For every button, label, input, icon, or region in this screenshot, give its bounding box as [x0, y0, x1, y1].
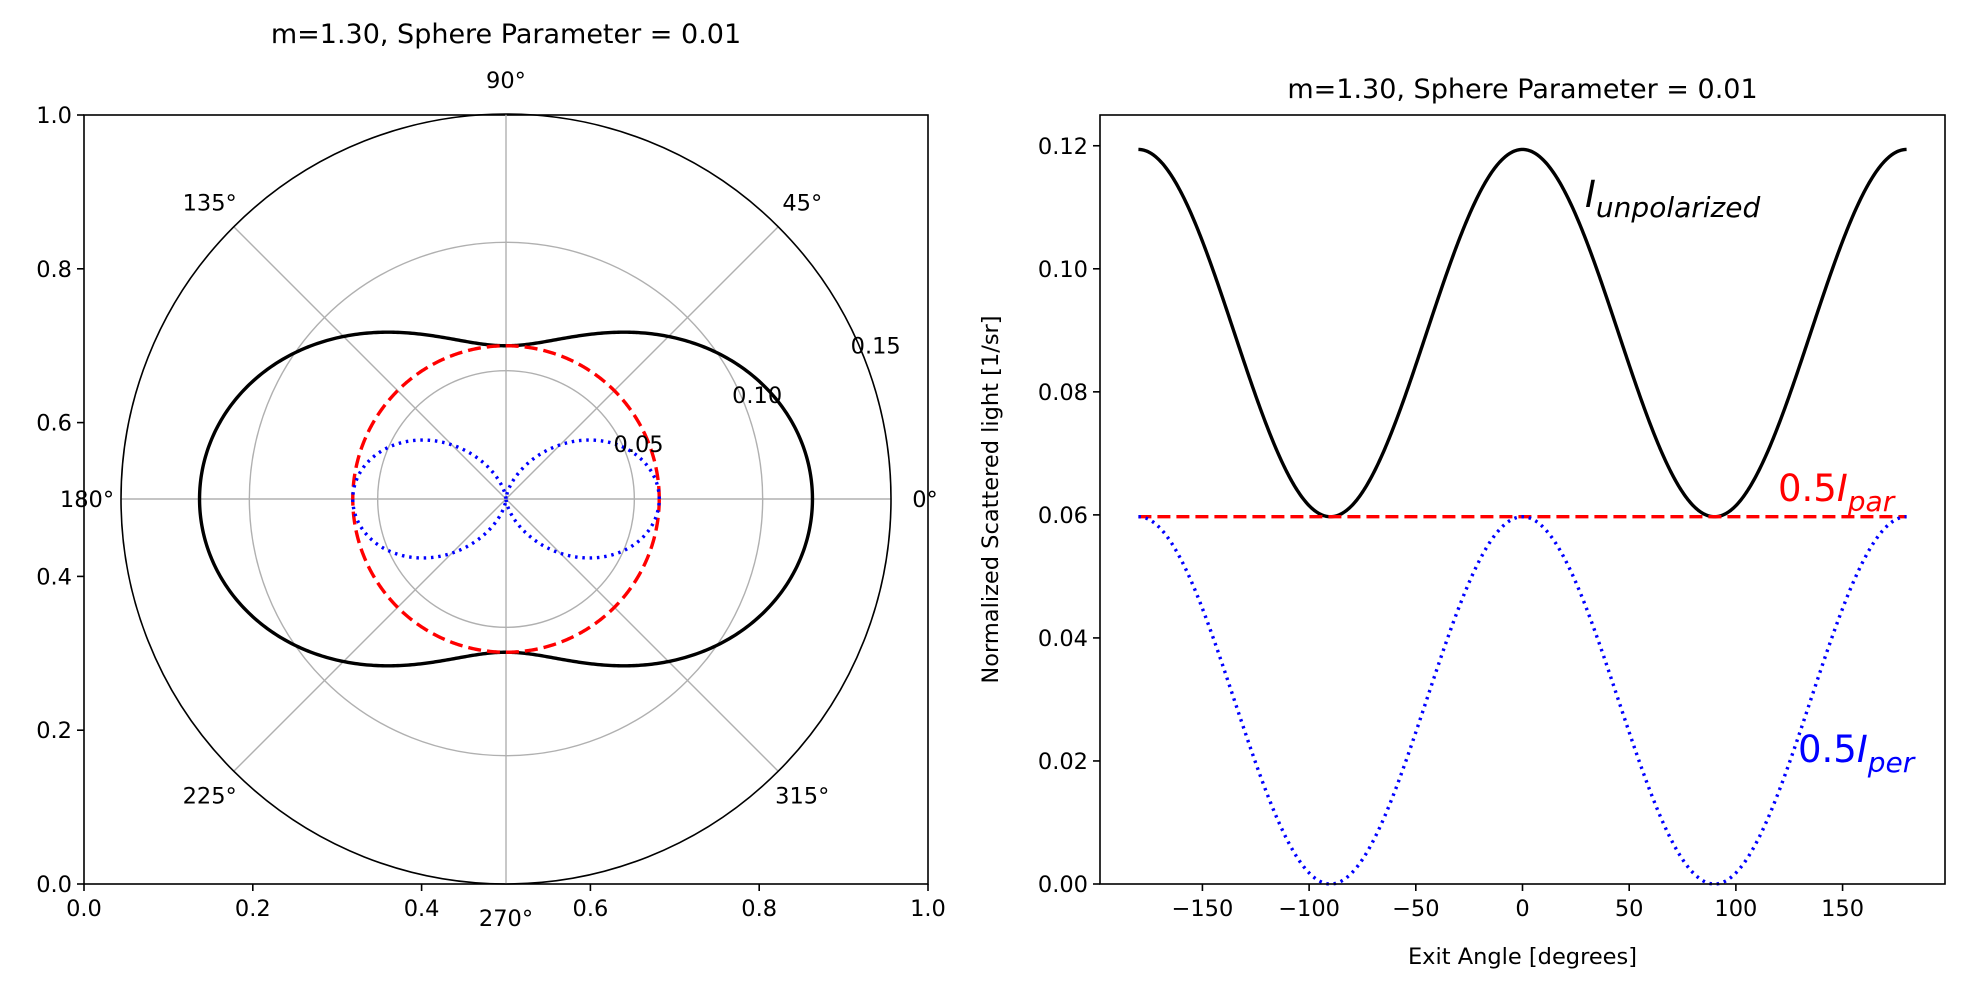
frame-y-tick-label: 0.4 — [36, 564, 72, 590]
polar-chart: m=1.30, Sphere Parameter = 0.01 0.0 0.2 0.… — [36, 19, 946, 932]
angle-tick-label: 135° — [183, 191, 237, 217]
x-tick-label: −100 — [1278, 896, 1340, 922]
polar-series — [197, 330, 815, 668]
angular-grid-line — [505, 226, 779, 500]
angle-tick-label: 225° — [183, 783, 237, 809]
y-tick-label: 0.02 — [1038, 749, 1088, 775]
frame-x-tick-label: 0.8 — [741, 896, 777, 922]
frame-y-tick-label: 0.6 — [36, 411, 72, 437]
y-tick-label: 0.12 — [1038, 134, 1088, 160]
frame-x-tick-label: 0.2 — [235, 896, 271, 922]
frame-y-tick-label: 1.0 — [36, 103, 72, 129]
x-tick-label: 150 — [1821, 896, 1864, 922]
series-annotations: Iunpolarized 0.5Ipar 0.5Iper — [1585, 173, 1916, 779]
angular-grid-line — [505, 498, 779, 772]
radial-tick-label: 0.05 — [614, 432, 664, 458]
annotation-per: 0.5Iper — [1798, 728, 1916, 779]
cartesian-chart-title: m=1.30, Sphere Parameter = 0.01 — [1287, 74, 1757, 105]
x-tick-label: 100 — [1714, 896, 1757, 922]
cartesian-series-unpolarized — [1138, 147, 1907, 519]
polar-angle-labels: 0° 45° 90° 135° 180° 225° 270° 315° — [60, 68, 938, 932]
polar-series-per — [351, 438, 661, 560]
cartesian-series-per — [1138, 515, 1907, 886]
x-tick-label: 50 — [1615, 896, 1644, 922]
polar-chart-title: m=1.30, Sphere Parameter = 0.01 — [271, 19, 741, 50]
y-axis-label: Normalized Scattered light [1/sr] — [978, 315, 1004, 683]
x-tick-label: 0 — [1515, 896, 1529, 922]
y-tick-label: 0.08 — [1038, 380, 1088, 406]
cartesian-chart: m=1.30, Sphere Parameter = 0.01 −150 −100… — [978, 74, 1946, 970]
frame-y-tick-label: 0.8 — [36, 257, 72, 283]
polar-grid — [121, 114, 891, 884]
y-axis-ticks: 0.00 0.02 0.04 0.06 0.08 0.10 0.12 — [1038, 134, 1100, 898]
angle-tick-label: 315° — [775, 783, 829, 809]
angle-tick-label: 270° — [479, 906, 533, 932]
y-tick-label: 0.06 — [1038, 503, 1088, 529]
y-tick-label: 0.00 — [1038, 872, 1088, 898]
x-tick-label: −150 — [1172, 896, 1234, 922]
angle-tick-label: 90° — [486, 68, 526, 94]
annotation-unpolarized: Iunpolarized — [1585, 173, 1760, 224]
y-tick-label: 0.10 — [1038, 257, 1088, 283]
angle-tick-label: 0° — [912, 487, 938, 513]
polar-series-par — [351, 344, 661, 654]
angular-grid-line — [233, 226, 507, 500]
angle-tick-label: 45° — [782, 191, 822, 217]
frame-x-tick-label: 1.0 — [910, 896, 946, 922]
x-axis-ticks: −150 −100 −50 0 50 100 150 — [1172, 884, 1864, 922]
frame-x-tick-label: 0.6 — [573, 896, 609, 922]
x-axis-label: Exit Angle [degrees] — [1408, 944, 1637, 970]
y-tick-label: 0.04 — [1038, 626, 1088, 652]
radial-tick-label: 0.15 — [851, 334, 901, 360]
annotation-par: 0.5Ipar — [1778, 467, 1896, 518]
polar-frame-ticks: 0.0 0.2 0.4 0.6 0.8 1.0 0.0 0.2 0.4 0.6 0.8 1.0 — [36, 103, 946, 922]
cartesian-series — [1138, 147, 1907, 886]
frame-x-tick-label: 0.0 — [66, 896, 102, 922]
x-tick-label: −50 — [1392, 896, 1439, 922]
polar-series-unpolarized — [197, 330, 815, 668]
polar-radial-labels: 0.05 0.10 0.15 — [614, 334, 901, 458]
frame-y-tick-label: 0.0 — [36, 872, 72, 898]
frame-x-tick-label: 0.4 — [404, 896, 440, 922]
angular-grid-line — [233, 498, 507, 772]
polar-outer-circle — [120, 113, 892, 885]
radial-tick-label: 0.10 — [732, 383, 782, 409]
frame-y-tick-label: 0.2 — [36, 718, 72, 744]
angle-tick-label: 180° — [60, 487, 114, 513]
